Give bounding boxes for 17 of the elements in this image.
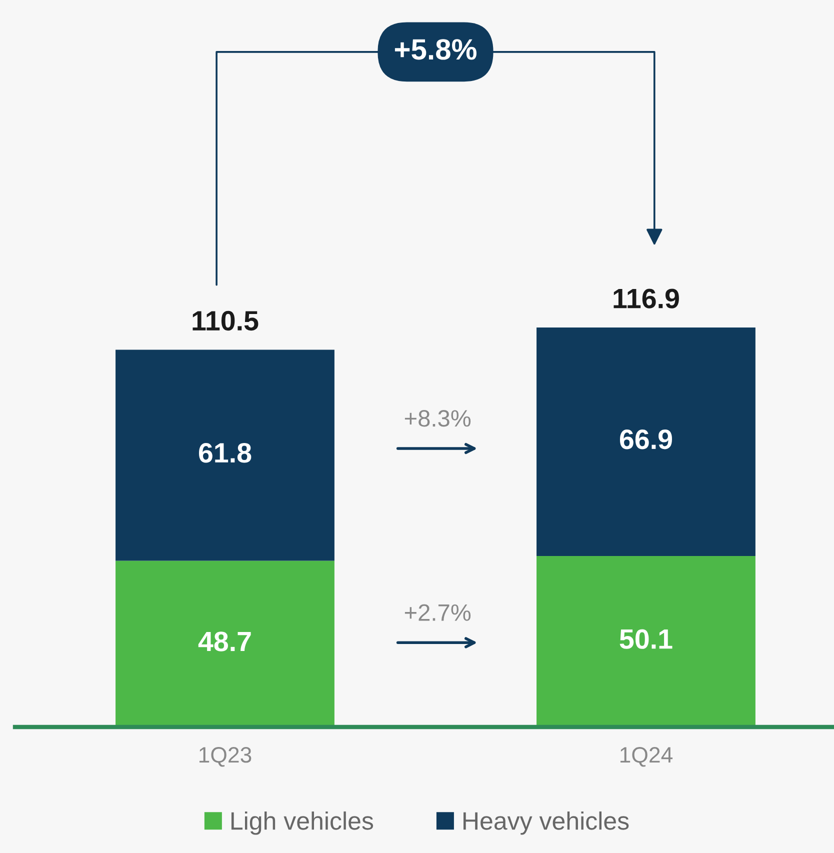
legend-label: Ligh vehicles [231, 811, 374, 835]
data-label: 66.9 [620, 430, 672, 450]
x-tick-label: 1Q24 [620, 747, 673, 767]
x-tick-label: 1Q23 [200, 747, 252, 767]
data-label: 50.1 [620, 629, 672, 649]
annotation: +2.7% [404, 604, 471, 621]
bar [116, 350, 334, 561]
total-label: 116.9 [614, 288, 679, 308]
data-label: 61.8 [198, 443, 252, 463]
text: +5.8% [394, 39, 476, 60]
total-label: 110.5 [192, 310, 258, 331]
bar [536, 556, 756, 727]
bar [536, 328, 756, 556]
bar [116, 560, 334, 727]
annotation: +8.3% [404, 410, 471, 427]
legend-label: Heavy vehicles [464, 811, 629, 835]
data-label: 48.7 [198, 632, 251, 652]
